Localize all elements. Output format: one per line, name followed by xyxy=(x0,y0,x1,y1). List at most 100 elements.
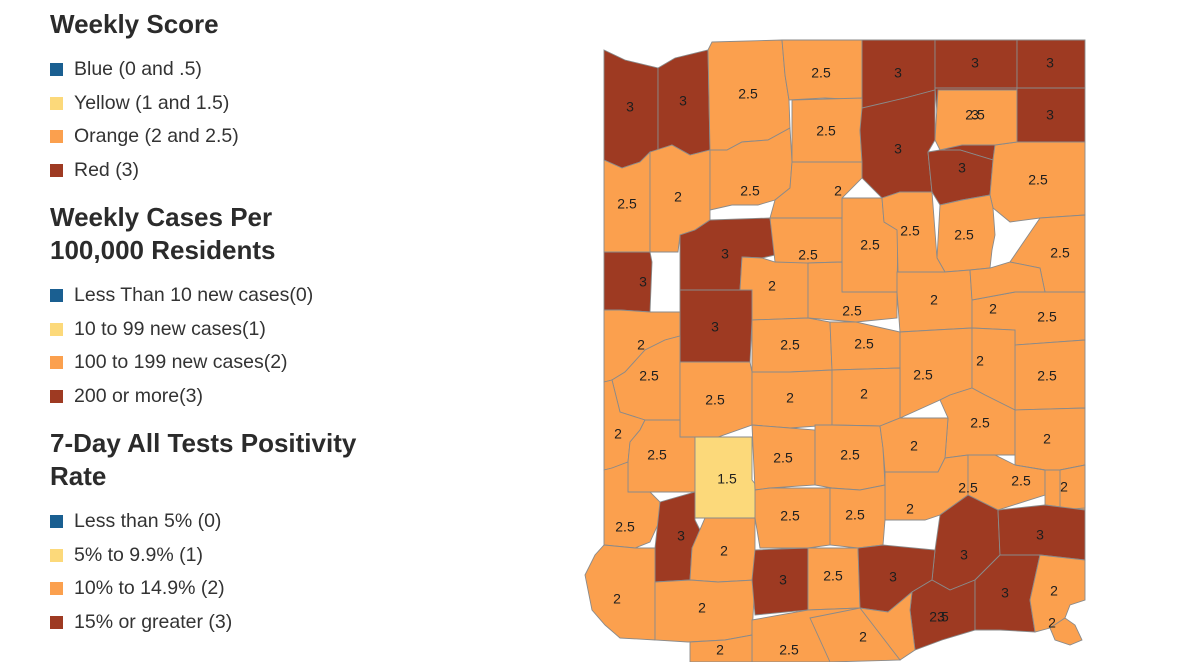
county-score-label: 1.5 xyxy=(717,471,737,487)
county-score-label: 2.5 xyxy=(639,368,659,384)
legend-label: 15% or greater (3) xyxy=(74,610,233,633)
county-score-label: 2 xyxy=(786,390,794,406)
legend-panel: Weekly Score Blue (0 and .5) Yellow (1 a… xyxy=(50,8,390,653)
county-score-label: 3 xyxy=(639,274,647,290)
county-score-label: 2.5 xyxy=(970,415,990,431)
county-region[interactable] xyxy=(807,261,898,323)
county-score-label: 2.5 xyxy=(738,86,758,102)
county-score-label: 2.5 xyxy=(913,367,933,383)
county-region[interactable] xyxy=(754,487,831,549)
county-score-label: 2.5 xyxy=(615,519,635,535)
county-score-label: 3 xyxy=(960,547,968,563)
legend-item: Orange (2 and 2.5) xyxy=(50,120,390,154)
county-region[interactable] xyxy=(751,547,809,616)
county-region[interactable] xyxy=(809,607,901,662)
county-score-label: 2.5 xyxy=(954,227,974,243)
county-score-label: 3 xyxy=(721,246,729,262)
county-score-label: 2.5 xyxy=(779,642,799,658)
counties-layer: 3 3 2.5 2.5 3 3 3 2.5 2 2.5 2.5 3 3 2.5 2.5 2 3 3 3 2.5 2.5 2… xyxy=(584,39,1086,662)
county-score-label: 2.5 xyxy=(780,337,800,353)
county-score-label: 3 xyxy=(894,141,902,157)
county-score-label: 2 xyxy=(1043,431,1051,447)
county-score-label: 2 xyxy=(834,183,842,199)
legend-label: Blue (0 and .5) xyxy=(74,58,202,81)
county-score-label: 3 xyxy=(779,572,787,588)
county-score-label: 2.5 xyxy=(617,196,637,212)
county-score-label: 2.5 xyxy=(840,447,860,463)
legend-swatch xyxy=(50,63,63,77)
county-score-label: 2 xyxy=(989,301,997,317)
legend-swatch xyxy=(50,582,63,596)
county-score-label: 2.5 xyxy=(816,123,836,139)
county-score-label: 2 xyxy=(613,591,621,607)
county-region[interactable] xyxy=(1016,87,1086,143)
county-score-label: 2 xyxy=(976,353,984,369)
county-score-label: 2.5 xyxy=(1037,368,1057,384)
legend-swatch xyxy=(50,389,63,403)
county-score-label: 3 xyxy=(1046,55,1054,71)
county-score-label: 2.5 xyxy=(773,450,793,466)
legend-label: Red (3) xyxy=(74,158,140,181)
county-score-label: 3 xyxy=(894,65,902,81)
county-region[interactable] xyxy=(689,634,753,662)
county-score-label: 2 xyxy=(614,426,622,442)
county-score-label: 2.5 xyxy=(780,508,800,524)
county-score-label: 3 xyxy=(679,93,687,109)
county-score-label: 2.5 xyxy=(929,609,949,625)
legend-item: Blue (0 and .5) xyxy=(50,53,390,87)
legend-swatch xyxy=(50,322,63,336)
legend-label: Less than 5% (0) xyxy=(74,510,222,533)
county-score-label: 3 xyxy=(1001,585,1009,601)
county-score-label: 2.5 xyxy=(705,392,725,408)
county-score-label: 2.5 xyxy=(845,507,865,523)
legend-label: Orange (2 and 2.5) xyxy=(74,125,239,148)
legend-item: 10% to 14.9% (2) xyxy=(50,572,390,606)
county-score-label: 2 xyxy=(910,438,918,454)
county-region[interactable] xyxy=(1049,617,1083,646)
legend-item: Less than 5% (0) xyxy=(50,505,390,539)
legend-item: Red (3) xyxy=(50,154,390,188)
legend-heading: 7-Day All Tests Positivity Rate xyxy=(50,428,357,491)
county-score-label: 2 xyxy=(859,629,867,645)
county-score-label: 3 xyxy=(626,99,634,115)
legend-heading: Weekly Cases Per 100,000 Residents xyxy=(50,202,276,265)
county-region[interactable] xyxy=(829,484,886,549)
legend-swatch xyxy=(50,356,63,370)
county-score-label: 2.5 xyxy=(647,447,667,463)
legend-swatch xyxy=(50,289,63,303)
county-score-label: 2 xyxy=(637,337,645,353)
county-score-label: 3 xyxy=(958,160,966,176)
county-score-label: 2 xyxy=(930,292,938,308)
county-score-label: 3 xyxy=(1036,527,1044,543)
legend-item: Yellow (1 and 1.5) xyxy=(50,87,390,121)
county-score-label: 3 xyxy=(971,107,979,123)
county-score-label: 2.5 xyxy=(958,480,978,496)
county-region[interactable] xyxy=(969,261,1046,301)
legend-section-weekly-cases: Weekly Cases Per 100,000 Residents Less … xyxy=(50,201,390,413)
county-score-label: 2.5 xyxy=(854,336,874,352)
county-score-label: 2 xyxy=(1050,583,1058,599)
county-score-label: 2 xyxy=(674,189,682,205)
county-score-label: 2 xyxy=(698,600,706,616)
legend-swatch xyxy=(50,163,63,177)
legend-label: Yellow (1 and 1.5) xyxy=(74,91,230,114)
county-score-label: 3 xyxy=(971,55,979,71)
county-score-label: 2.5 xyxy=(965,107,985,123)
county-score-label: 2.5 xyxy=(1037,309,1057,325)
legend-swatch xyxy=(50,548,63,562)
legend-item: 10 to 99 new cases(1) xyxy=(50,313,390,347)
county-score-label: 3 xyxy=(711,319,719,335)
county-region[interactable] xyxy=(1059,464,1086,511)
county-score-label: 2 xyxy=(768,278,776,294)
legend-item: Less Than 10 new cases(0) xyxy=(50,279,390,313)
county-score-label: 3 xyxy=(889,569,897,585)
county-score-label: 2 xyxy=(906,501,914,517)
legend-item: 15% or greater (3) xyxy=(50,606,390,640)
county-score-label: 2.5 xyxy=(900,223,920,239)
legend-label: 5% to 9.9% (1) xyxy=(74,543,203,566)
county-score-label: 2 xyxy=(720,543,728,559)
legend-item: 5% to 9.9% (1) xyxy=(50,539,390,573)
legend-heading: Weekly Score xyxy=(50,9,219,39)
legend-label: 10 to 99 new cases(1) xyxy=(74,317,266,340)
county-score-label: 2.5 xyxy=(1050,245,1070,261)
